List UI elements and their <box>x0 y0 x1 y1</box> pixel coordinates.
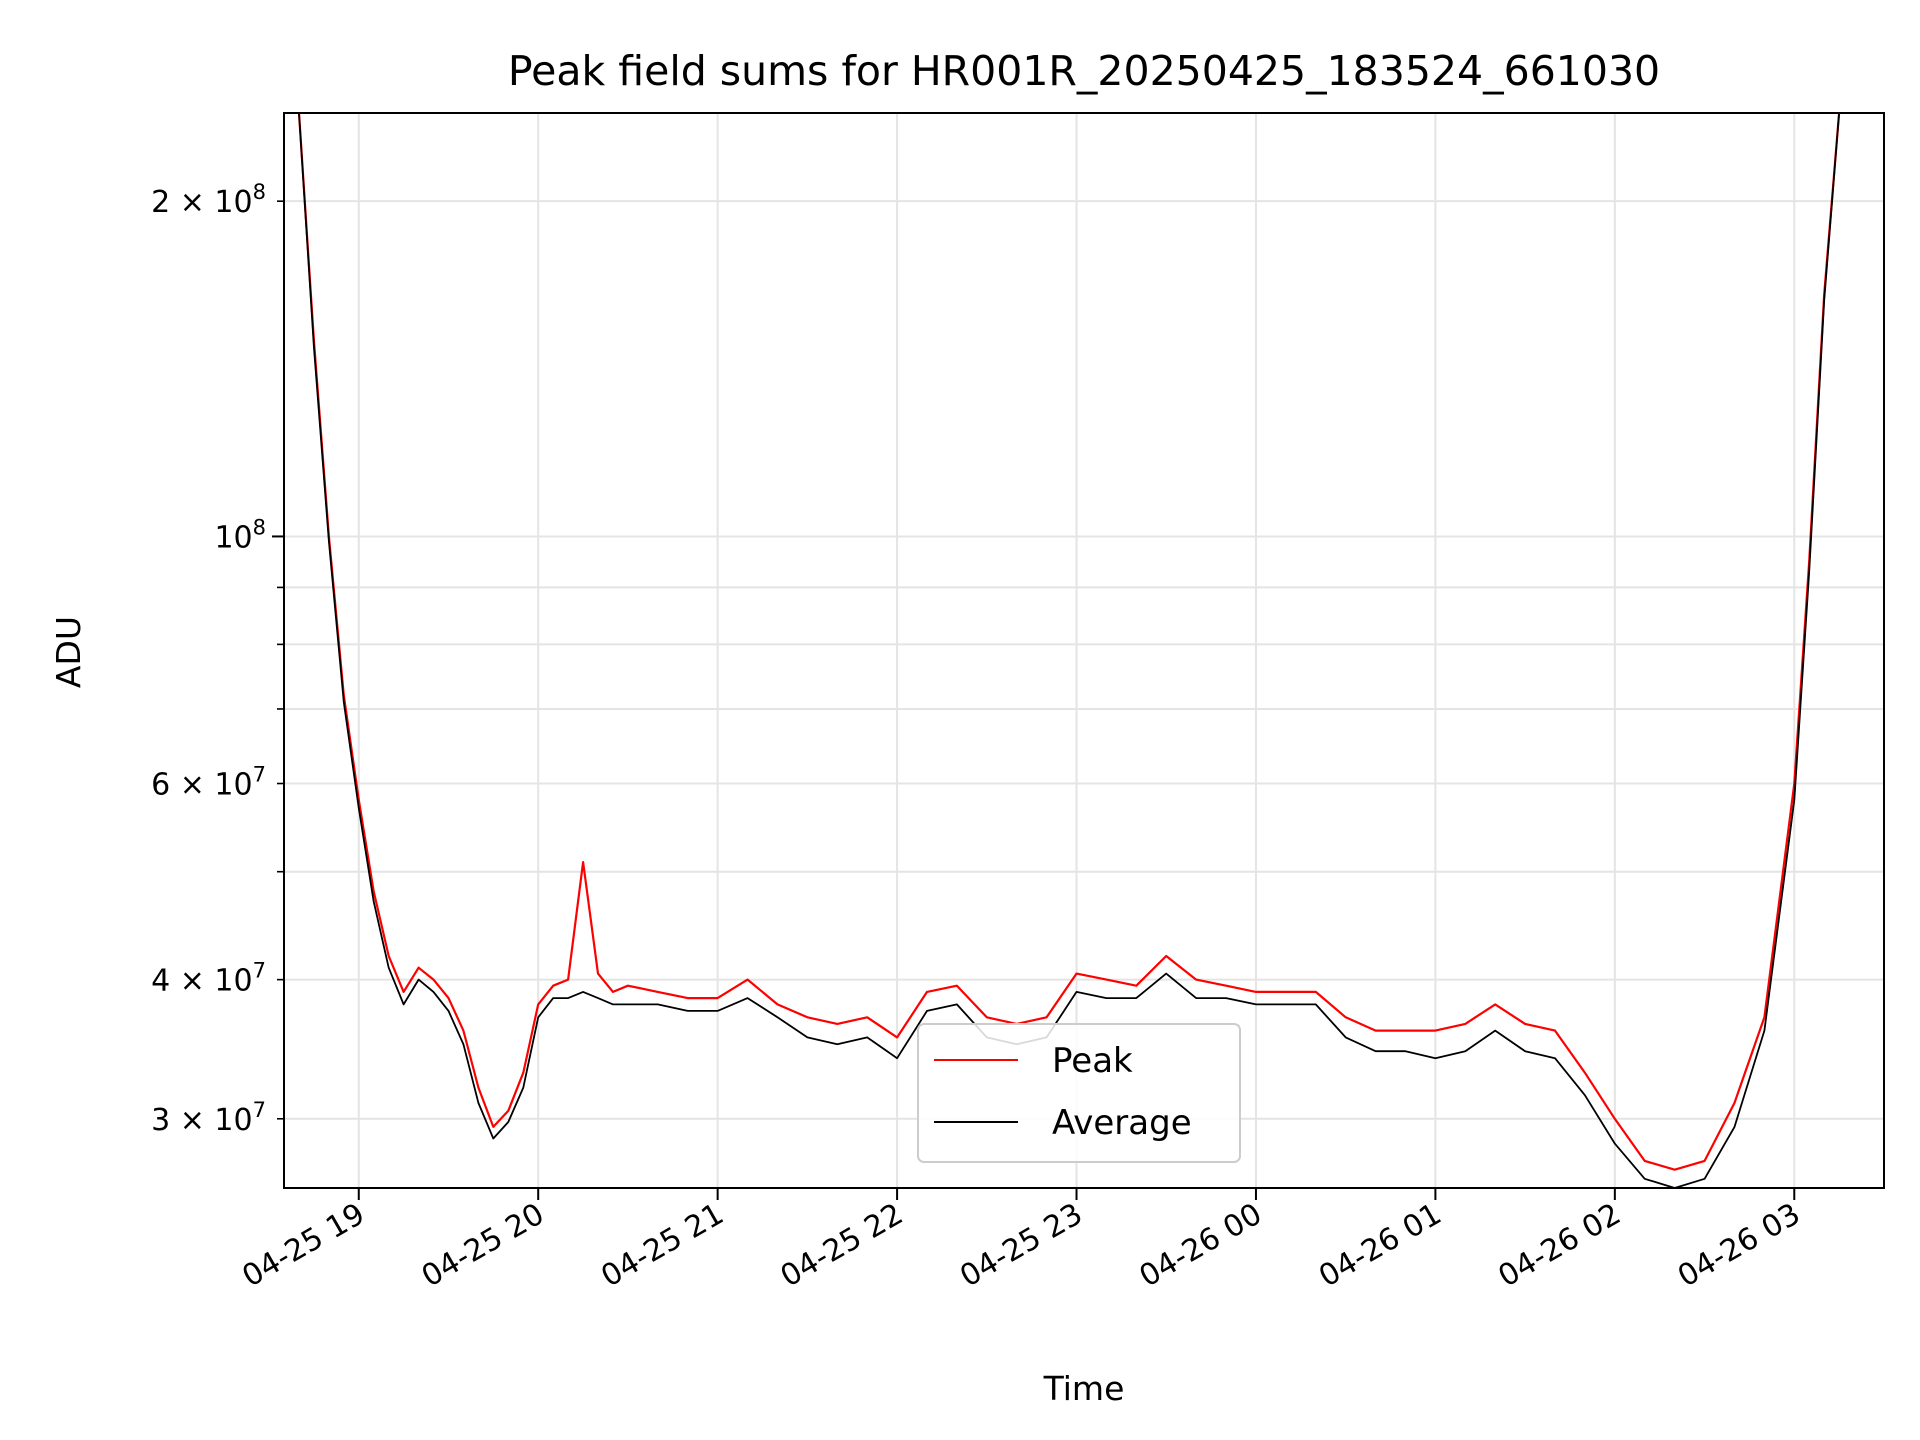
x-tick-label: 04-25 21 <box>595 1197 729 1295</box>
series-line-average <box>298 113 1840 1188</box>
legend: Peak Average <box>917 1023 1241 1163</box>
x-tick-label: 04-26 03 <box>1672 1197 1806 1295</box>
chart-title: Peak field sums for HR001R_20250425_1835… <box>508 47 1660 95</box>
x-tick-label: 04-26 00 <box>1134 1197 1268 1295</box>
y-tick-label: 2 × 108 <box>151 180 266 220</box>
legend-box <box>917 1023 1241 1163</box>
x-tick-label: 04-25 20 <box>416 1197 550 1295</box>
plot-frame <box>283 112 1885 1189</box>
x-axis-label: Time <box>1043 1369 1125 1408</box>
legend-label-average: Average <box>1052 1103 1192 1143</box>
x-tick-label: 04-25 23 <box>954 1197 1088 1295</box>
y-tick-label: 4 × 107 <box>151 959 266 999</box>
x-axis: 04-25 19 04-25 20 04-25 21 04-25 22 04-25 23… <box>236 1188 1806 1294</box>
x-tick-label: 04-26 01 <box>1313 1197 1447 1295</box>
y-tick-label: 108 <box>214 515 266 555</box>
x-tick-label: 04-25 19 <box>236 1197 370 1295</box>
legend-label-peak: Peak <box>1052 1041 1133 1081</box>
y-axis: 3 × 107 4 × 107 6 × 107 108 2 × 108 <box>151 180 284 1138</box>
x-tick-label: 04-26 02 <box>1493 1197 1627 1295</box>
y-axis-label: ADU <box>49 616 88 688</box>
series-line-peak <box>297 113 1841 1171</box>
grid <box>284 113 1884 1188</box>
y-tick-label: 6 × 107 <box>151 763 266 803</box>
y-tick-label: 3 × 107 <box>151 1098 266 1138</box>
series-layer <box>297 113 1841 1188</box>
x-tick-label: 04-25 22 <box>775 1197 909 1295</box>
